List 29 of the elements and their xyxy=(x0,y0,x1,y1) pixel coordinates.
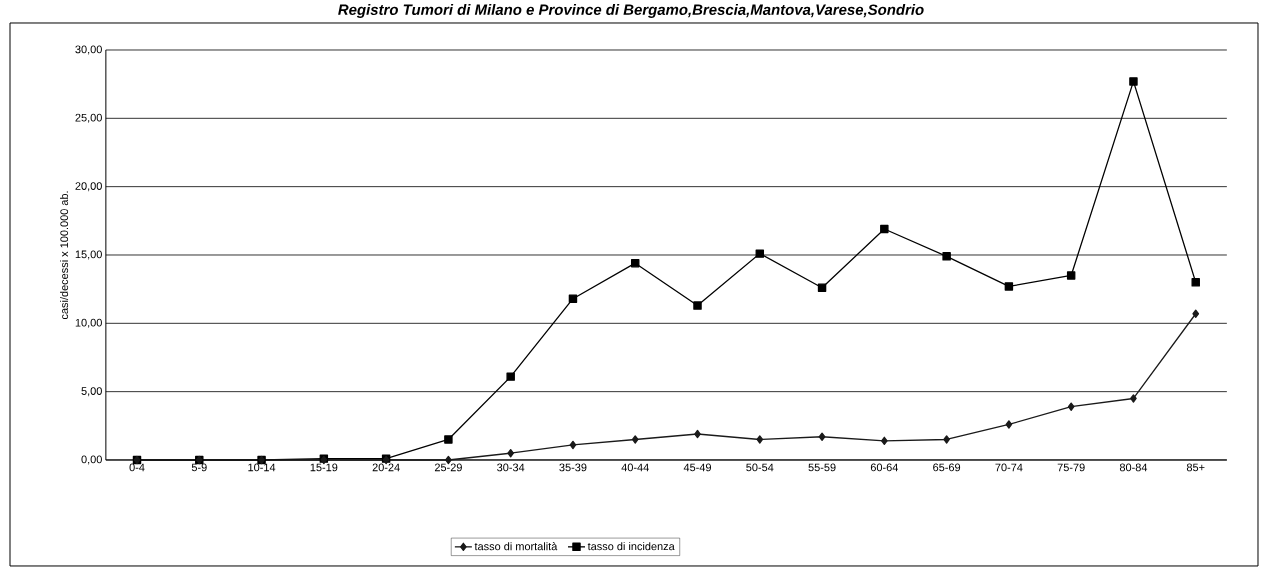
x-tick-label: 45-49 xyxy=(683,463,711,472)
x-tick-label: 70-74 xyxy=(995,463,1023,472)
x-tick-label: 75-79 xyxy=(1057,463,1085,472)
x-tick-label: 30-34 xyxy=(497,463,525,472)
x-tick-label: 85+ xyxy=(1186,463,1205,472)
x-tick-label: 40-44 xyxy=(621,463,649,472)
y-tick-label: 15,00 xyxy=(75,250,102,260)
chart-title: Registro Tumori di Milano e Province di Bergamo,Brescia,Mantova,Varese,Sondrio xyxy=(338,4,924,18)
y-tick-label: 25,00 xyxy=(75,113,102,123)
y-tick-label: 20,00 xyxy=(75,182,102,192)
x-tick-label: 50-54 xyxy=(746,463,774,472)
x-tick-label: 65-69 xyxy=(933,463,961,472)
y-tick-label: 10,00 xyxy=(75,318,102,328)
y-tick-label: 5,00 xyxy=(81,387,102,397)
x-tick-label: 60-64 xyxy=(870,463,899,472)
x-tick-label: 25-29 xyxy=(434,463,462,472)
x-tick-label: 55-59 xyxy=(808,463,836,472)
x-tick-label: 10-14 xyxy=(248,463,276,472)
x-tick-label: 80-84 xyxy=(1119,463,1148,472)
x-tick-label: 35-39 xyxy=(559,463,587,472)
legend-label: tasso di incidenza xyxy=(587,542,675,551)
x-tick-label: 0-4 xyxy=(129,463,145,472)
x-tick-label: 15-19 xyxy=(310,463,338,472)
y-axis-title: casi/decessi x 100.000 ab. xyxy=(60,191,69,320)
x-tick-label: 20-24 xyxy=(372,463,400,472)
y-tick-label: 30,00 xyxy=(75,45,102,55)
y-tick-label: 0,00 xyxy=(81,455,102,465)
legend-label: tasso di mortalità xyxy=(474,542,558,551)
x-tick-label: 5-9 xyxy=(191,463,207,472)
